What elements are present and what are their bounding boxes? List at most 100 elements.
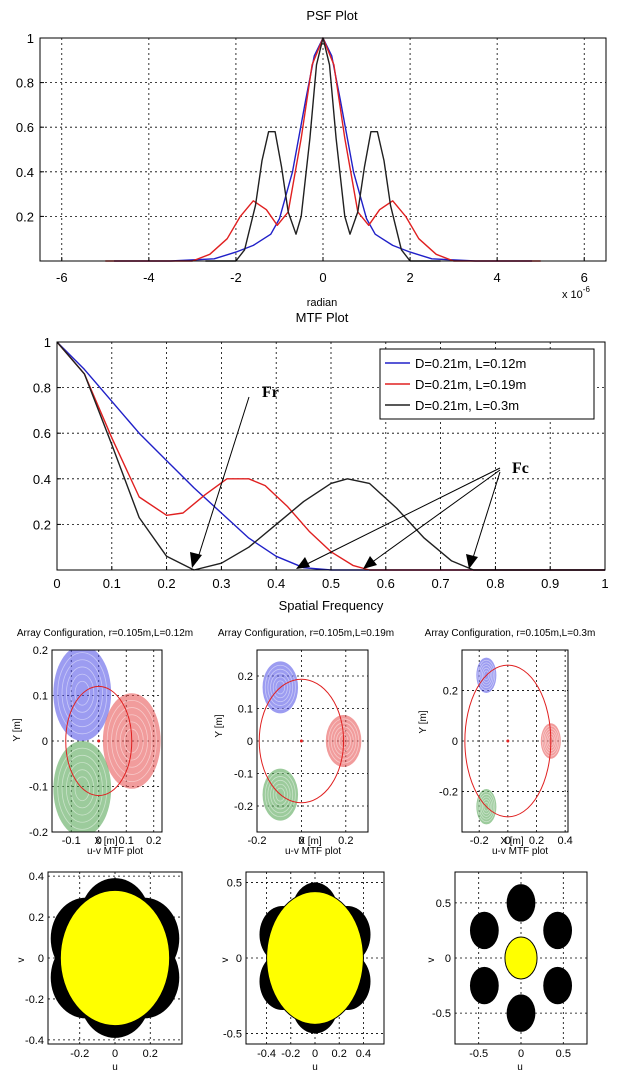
annotation-fc-arrow-2 [370,469,501,564]
psf-title: PSF Plot [306,8,358,23]
array-2-aperture-1-ring [267,668,294,706]
annotation-fr-label: Fr [262,384,279,401]
uv-3-sidelobe-1 [506,884,536,922]
uv-subplot-3: u-v MTF plot -0.5 0 0.5 -0.5 0 0.5 u v [426,846,588,1073]
array-2-center-dot [299,739,303,743]
uv-1-xlabel: u [112,1062,118,1073]
mtf-xtick-label: 0.7 [432,576,450,591]
array-2-aperture-2-ring [333,726,354,756]
psf-xtick-label: 6 [581,270,588,285]
mtf-ytick-label: 0.8 [33,381,51,396]
array-3-apertures [464,657,561,825]
array-1-aperture-1-ring [70,673,95,713]
annotation-fc-arrow-3 [471,471,501,562]
psf-xtick-label: 2 [406,270,413,285]
mtf-xtick-label: 0.9 [541,576,559,591]
mtf-title: MTF Plot [296,310,349,325]
uv-3-content: -0.5 0 0.5 -0.5 0 0.5 [432,871,588,1060]
array-2-aperture-2-ring [330,722,357,760]
array-1-aperture-3-ring [57,747,108,830]
uv-2-ytick-label: -0.5 [223,1028,242,1040]
array-2-aperture-3-ring [267,776,294,814]
uv-1-ytick-label: 0.4 [29,871,44,883]
mtf-xtick-label: 0.5 [322,576,340,591]
uv-1-xtick-label: -0.2 [70,1048,89,1060]
annotation-fc-arrow-1 [304,467,501,566]
array-3-content: -0.2 0 0.2 0.4 -0.2 0 0.2 [439,649,573,847]
uv-1-central-lobe [59,889,171,1027]
uv-1-ylabel: v [16,958,27,963]
array-2-aperture-1-ring [275,680,286,695]
psf-grid [40,38,606,261]
array-1-aperture-1-ring [74,680,90,706]
mtf-xtick-label: 1 [601,576,608,591]
uv-3-ytick-label: 0.5 [436,898,451,910]
array-3-baseline-ring [464,664,552,818]
array-2-aperture-3-ring [264,772,296,818]
psf-ticks: -6 -4 -2 0 2 4 6 0.2 0.4 0.6 0.8 1 [16,31,588,285]
annotation-fc-arrowhead-1 [296,557,310,569]
mtf-xtick-label: 0 [53,576,60,591]
mtf-legend-label-2: D=0.21m, L=0.19m [415,377,526,392]
uv-2-central-lobe [266,891,364,1025]
mtf-annotations: Fr Fc [190,384,529,569]
array-2-xtick-label: 0 [298,835,304,847]
array-subplot-2: Array Configuration, r=0.105m,L=0.19m -0… [214,628,394,847]
uv-2-content: -0.4 -0.2 0 0.2 0.4 -0.5 0 0.5 [223,871,385,1060]
uv-subplot-2: u-v MTF plot -0.4 -0.2 0 0.2 0.4 -0.5 0 0.5 u v [220,846,385,1073]
array-3-xtick-label: -0.2 [470,835,489,847]
uv-2-title: u-v MTF plot [285,846,341,857]
mtf-legend-label-1: D=0.21m, L=0.12m [415,356,526,371]
uv-3-xtick-label: -0.5 [469,1048,488,1060]
mtf-legend-box [379,348,595,420]
array-3-aperture-1-ring [483,670,490,681]
mtf-xtick-label: 0.2 [158,576,176,591]
array-3-aperture-3-ring [480,796,493,817]
uv-3-frame [454,871,588,1045]
array-2-aperture-3-ring [272,783,288,806]
annotation-fr-arrowhead [190,552,202,568]
array-3-center-dot [506,739,510,743]
uv-3-ytick-label: 0 [445,953,451,965]
uv-2-xtick-label: -0.2 [281,1048,300,1060]
array-subplot-1: Array Configuration, r=0.105m,L=0.12m -0… [12,628,193,847]
uv-3-ylabel: v [426,958,437,963]
array-1-content: -0.1 0 0.1 0.2 -0.2 -0.1 0 0.1 0.2 [29,645,163,847]
psf-xtick-label: 4 [494,270,501,285]
uv-3-central-lobe [504,936,538,980]
array-2-ytick-label: 0.1 [238,704,253,716]
psf-xtick-label: 0 [319,270,326,285]
uv-1-xtick-label: 0.2 [143,1048,158,1060]
array-3-aperture-1-ring [478,662,494,689]
array-2-ytick-label: 0 [247,736,253,748]
array-1-aperture-1-ring [65,666,99,720]
uv-2-ytick-label: 0 [236,953,242,965]
array-1-aperture-2-ring [111,707,153,775]
uv-1-content: -0.2 0 0.2 -0.4 -0.2 0 0.2 0.4 [25,871,183,1060]
mtf-series-3 [56,341,605,571]
uv-3-sidelobe-2 [469,911,499,950]
array-1-aperture-2-ring [124,728,140,754]
array-1-aperture-3-ring [74,776,90,802]
array-1-xlabel: X [m] [94,836,118,847]
array-2-frame [256,649,369,833]
uv-2-xtick-label: 0.2 [332,1048,347,1060]
array-1-aperture-2-ring [119,721,144,761]
array-2-aperture-1-ring [270,672,291,703]
array-1-ytick-label: -0.2 [29,827,48,839]
array-3-ytick-label: -0.2 [439,787,458,799]
mtf-xtick-label: 0.6 [377,576,395,591]
uv-1-frame [47,871,183,1045]
array-3-xtick-label: 0.2 [529,835,544,847]
array-3-aperture-2-ring [543,728,559,754]
psf-x-multiplier-exp: -6 [583,285,591,294]
uv-2-xtick-label: 0 [312,1048,318,1060]
uv-1-ytick-label: 0.2 [29,912,44,924]
array-1-aperture-1-ring [61,659,103,728]
uv-2-ytick-label: 0.5 [227,878,242,890]
array-2-xtick-label: 0.2 [338,835,353,847]
uv-3-sidelobe-5 [543,966,573,1005]
array-1-aperture-3 [53,741,112,832]
array-3-aperture-3-ring [477,791,496,823]
array-1-ytick-label: 0 [42,736,48,748]
